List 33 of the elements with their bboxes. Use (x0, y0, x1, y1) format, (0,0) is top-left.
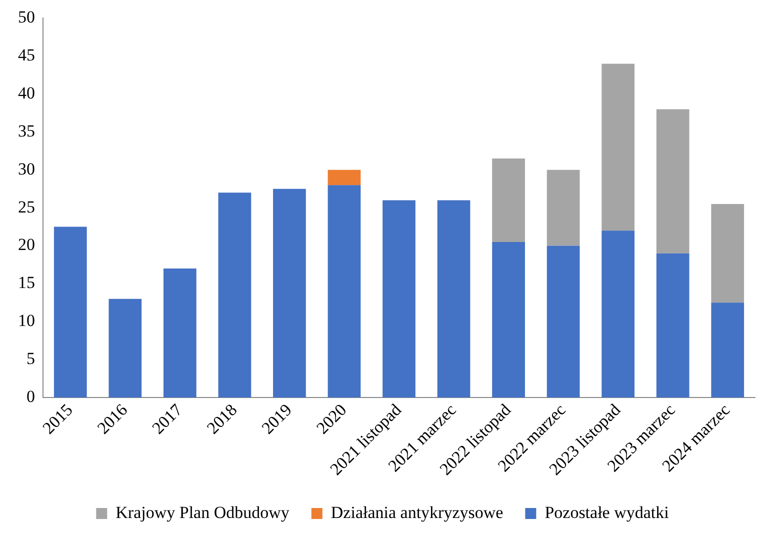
bar (546, 170, 580, 246)
y-tick-label: 5 (26, 349, 35, 368)
y-tick-label: 0 (26, 386, 35, 406)
bar (492, 158, 525, 242)
bar (273, 188, 306, 398)
bar (218, 192, 252, 398)
bar (602, 230, 635, 398)
bar (546, 246, 580, 398)
legend-label: Działania antykryzysowe (330, 502, 504, 522)
legend-label: Krajowy Plan Odbudowy (116, 502, 290, 522)
bar (656, 253, 690, 398)
bar (492, 242, 525, 398)
y-tick-label: 35 (18, 121, 35, 140)
bar (163, 268, 196, 398)
bar (602, 64, 635, 231)
y-tick-label: 20 (18, 235, 35, 254)
bar (711, 302, 744, 398)
y-tick-label: 15 (18, 273, 35, 292)
bar (711, 204, 744, 303)
y-tick-label: 45 (18, 46, 35, 65)
y-tick-label: 25 (18, 197, 35, 216)
y-tick-label: 40 (18, 84, 35, 103)
y-tick-label: 30 (18, 159, 35, 178)
legend-label: Pozostałe wydatki (544, 502, 670, 522)
bar (437, 200, 470, 398)
y-tick-label: 50 (18, 8, 35, 27)
bar (656, 109, 690, 254)
bar (382, 200, 416, 398)
bar (54, 226, 87, 398)
y-tick-label: 10 (18, 311, 35, 330)
bar (108, 298, 142, 398)
bar (328, 185, 361, 398)
bar (328, 170, 361, 186)
